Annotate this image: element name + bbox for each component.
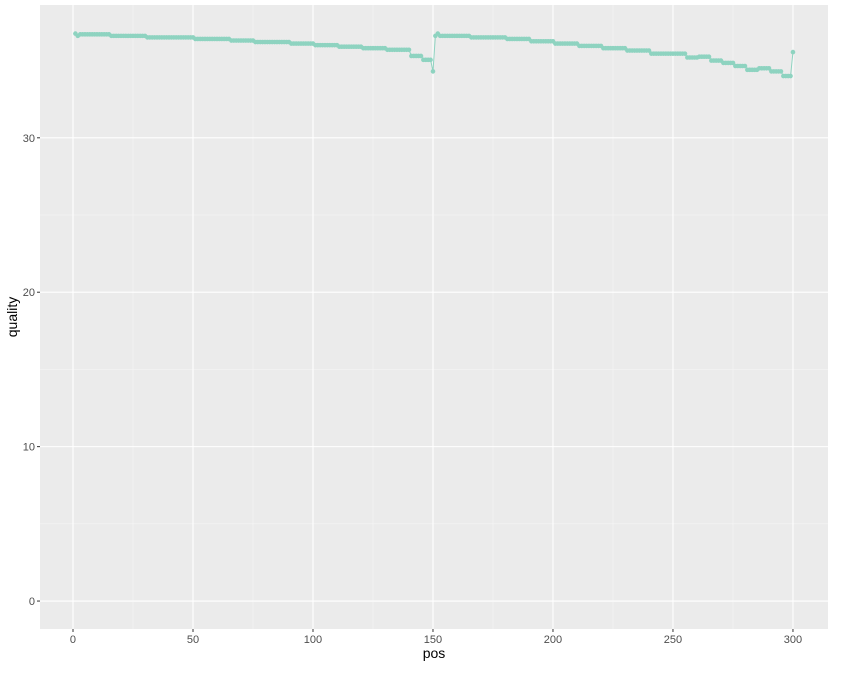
x-tick-label: 0 (70, 634, 76, 646)
data-point (682, 51, 688, 56)
y-tick-label: 30 (23, 133, 35, 145)
data-point (406, 47, 412, 53)
data-point (706, 54, 712, 60)
data-point (428, 57, 433, 63)
data-point (788, 73, 793, 79)
x-axis-title: pos (423, 645, 446, 661)
data-point (778, 69, 784, 74)
x-tick-label: 100 (304, 634, 322, 646)
x-tick-label: 200 (544, 634, 562, 646)
data-point (646, 48, 652, 53)
y-tick-label: 20 (23, 287, 35, 299)
plot-panel (40, 5, 828, 629)
y-tick-label: 0 (29, 596, 35, 608)
x-tick-label: 50 (187, 634, 199, 646)
data-point (430, 69, 436, 74)
data-point (742, 63, 748, 69)
x-tick-label: 250 (664, 634, 682, 646)
y-axis-title: quality (4, 297, 20, 337)
data-point (418, 53, 424, 59)
x-tick-label: 150 (424, 634, 442, 646)
y-tick-label: 10 (23, 442, 35, 454)
x-tick-label: 300 (784, 634, 802, 646)
data-point (790, 49, 796, 55)
data-point (766, 66, 772, 71)
data-point (730, 60, 736, 66)
